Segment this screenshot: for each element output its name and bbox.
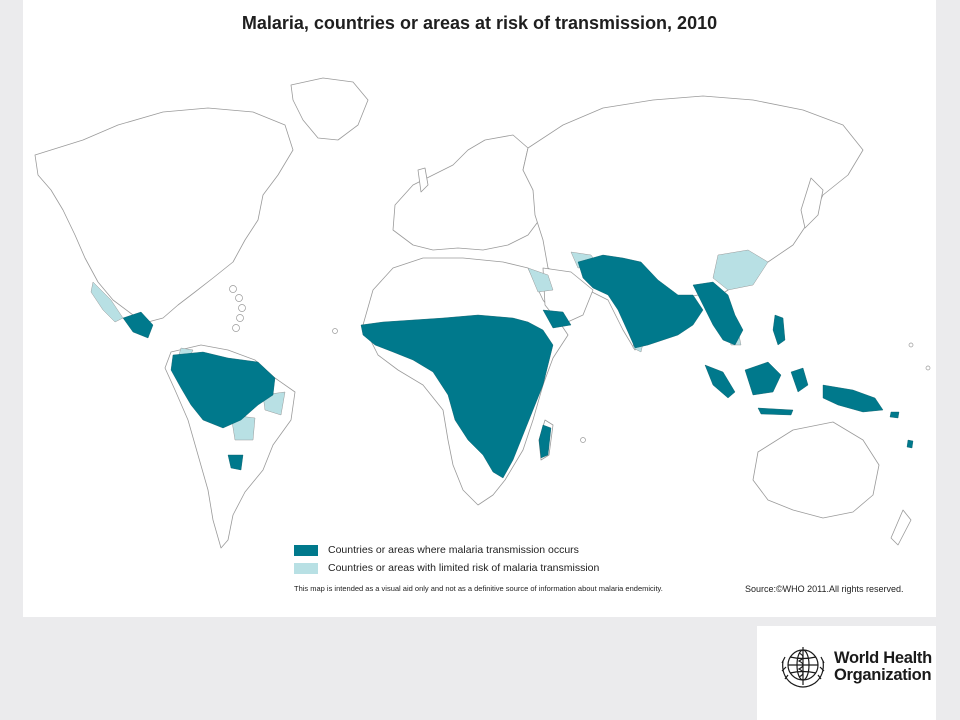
transmission-papua	[822, 384, 884, 413]
who-logo: World Health Organization	[757, 626, 936, 720]
transmission-philippines	[772, 314, 786, 346]
who-emblem-icon	[781, 647, 825, 688]
map-title: Malaria, countries or areas at risk of t…	[241, 13, 718, 33]
transmission-yemen	[542, 309, 572, 329]
world-map	[34, 77, 931, 549]
legend-label-limited-risk: Countries or areas with limited risk of …	[328, 562, 600, 574]
limited-risk-china	[712, 249, 769, 291]
uk	[417, 167, 429, 193]
legend-label-transmission: Countries or areas where malaria transmi…	[328, 544, 579, 556]
legend-item-limited-risk: Countries or areas with limited risk of …	[294, 559, 599, 577]
legend-item-transmission: Countries or areas where malaria transmi…	[294, 541, 599, 559]
transmission-east-timor	[757, 407, 794, 416]
legend-swatch-transmission	[294, 544, 318, 556]
transmission-central-america	[122, 311, 154, 339]
who-logo-line2: Organization	[834, 666, 932, 684]
transmission-africa	[360, 314, 554, 479]
limited-risk-north-africa	[527, 267, 554, 293]
japan	[800, 177, 824, 229]
map-legend: Countries or areas where malaria transmi…	[294, 541, 599, 577]
map-panel: Malaria, countries or areas at risk of t…	[23, 0, 936, 617]
new-zealand	[890, 509, 912, 546]
transmission-madagascar	[538, 424, 552, 459]
transmission-vanuatu	[906, 439, 914, 449]
greenland	[290, 77, 369, 141]
arabia	[542, 267, 594, 326]
map-disclaimer: This map is intended as a visual aid onl…	[294, 584, 663, 593]
transmission-amazon	[170, 351, 276, 429]
transmission-indochina	[692, 281, 744, 346]
transmission-solomons	[889, 411, 900, 419]
legend-swatch-limited-risk	[294, 562, 318, 574]
limited-risk-mexico	[90, 281, 124, 323]
transmission-south-asia	[577, 254, 704, 349]
transmission-sumatra	[704, 364, 736, 399]
transmission-sulawesi	[790, 367, 809, 393]
europe-landmass	[392, 134, 544, 251]
map-source: Source:©WHO 2011.All rights reserved.	[745, 584, 904, 594]
transmission-bolivia	[227, 454, 244, 471]
north-america-landmass	[34, 107, 294, 323]
transmission-borneo	[744, 361, 782, 396]
australia	[752, 421, 880, 519]
who-logo-line1: World Health	[834, 649, 932, 667]
who-logo-text: World Health Organization	[834, 650, 932, 684]
